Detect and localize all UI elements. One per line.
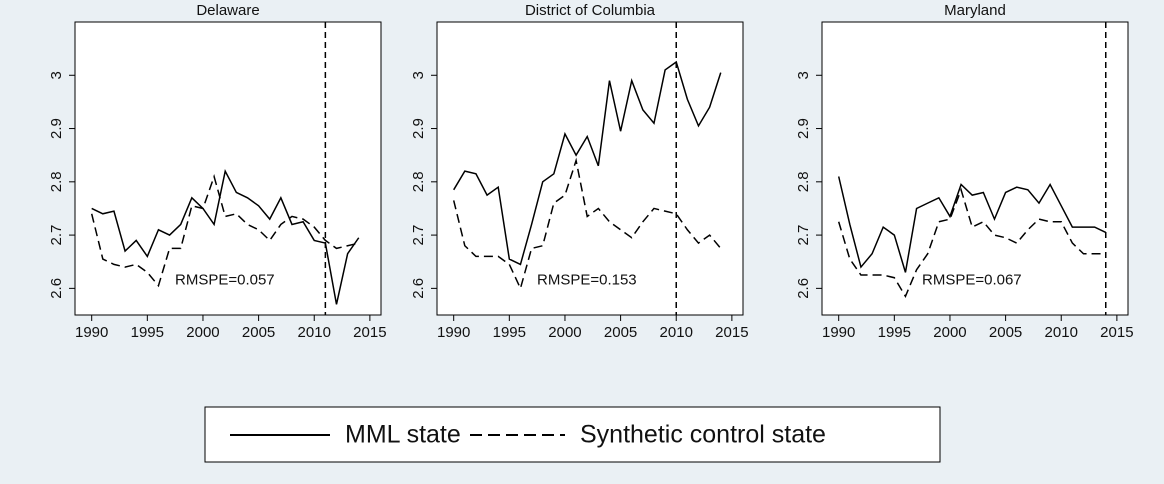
y-tick-label: 2.7 bbox=[795, 225, 812, 246]
annotation: RMSPE=0.067 bbox=[922, 271, 1022, 288]
y-tick-label: 2.8 bbox=[410, 171, 427, 192]
series-line bbox=[837, 176, 1107, 273]
x-tick-label: 2005 bbox=[989, 324, 1022, 341]
y-tick-label: 2.6 bbox=[48, 278, 65, 299]
x-tick-label: 2015 bbox=[1100, 324, 1133, 341]
x-tick-label: 1990 bbox=[822, 324, 855, 341]
series-line bbox=[90, 173, 359, 288]
y-tick-label: 2.9 bbox=[48, 118, 65, 139]
panel-title: District of Columbia bbox=[525, 2, 656, 19]
x-tick-label: 2005 bbox=[242, 324, 275, 341]
y-tick-label: 2.6 bbox=[795, 278, 812, 299]
series-line bbox=[453, 60, 722, 266]
y-tick-label: 2.9 bbox=[410, 118, 427, 139]
y-tick-label: 2.9 bbox=[795, 118, 812, 139]
series-line bbox=[452, 157, 722, 291]
x-tick-label: 1990 bbox=[437, 324, 470, 341]
series-line bbox=[91, 168, 360, 305]
series-line bbox=[837, 187, 1106, 299]
y-tick-label: 2.6 bbox=[410, 278, 427, 299]
x-tick-label: 2010 bbox=[660, 324, 693, 341]
legend-label: MML state bbox=[345, 421, 461, 449]
x-tick-label: 1995 bbox=[878, 324, 911, 341]
y-tick-label: 2.7 bbox=[410, 225, 427, 246]
y-tick-label: 2.7 bbox=[48, 225, 65, 246]
y-tick-label: 3 bbox=[795, 71, 812, 79]
x-tick-label: 2015 bbox=[353, 324, 386, 341]
x-tick-label: 2005 bbox=[604, 324, 637, 341]
annotation: RMSPE=0.057 bbox=[175, 271, 275, 288]
y-tick-label: 3 bbox=[410, 71, 427, 79]
panel-title: Delaware bbox=[196, 2, 259, 19]
x-tick-label: 2000 bbox=[548, 324, 581, 341]
x-tick-label: 1995 bbox=[493, 324, 526, 341]
x-tick-label: 2015 bbox=[715, 324, 748, 341]
x-tick-label: 2000 bbox=[186, 324, 219, 341]
x-tick-label: 2010 bbox=[1045, 324, 1078, 341]
x-tick-label: 2010 bbox=[298, 324, 331, 341]
panel-title: Maryland bbox=[944, 2, 1006, 19]
annotation: RMSPE=0.153 bbox=[537, 271, 637, 288]
x-tick-label: 1990 bbox=[75, 324, 108, 341]
plot-area bbox=[436, 21, 744, 316]
y-tick-label: 2.8 bbox=[795, 171, 812, 192]
y-tick-label: 2.8 bbox=[48, 171, 65, 192]
plot-area bbox=[821, 21, 1129, 316]
y-tick-label: 3 bbox=[48, 71, 65, 79]
x-tick-label: 1995 bbox=[131, 324, 164, 341]
x-tick-label: 2000 bbox=[933, 324, 966, 341]
legend-label: Synthetic control state bbox=[580, 421, 826, 449]
